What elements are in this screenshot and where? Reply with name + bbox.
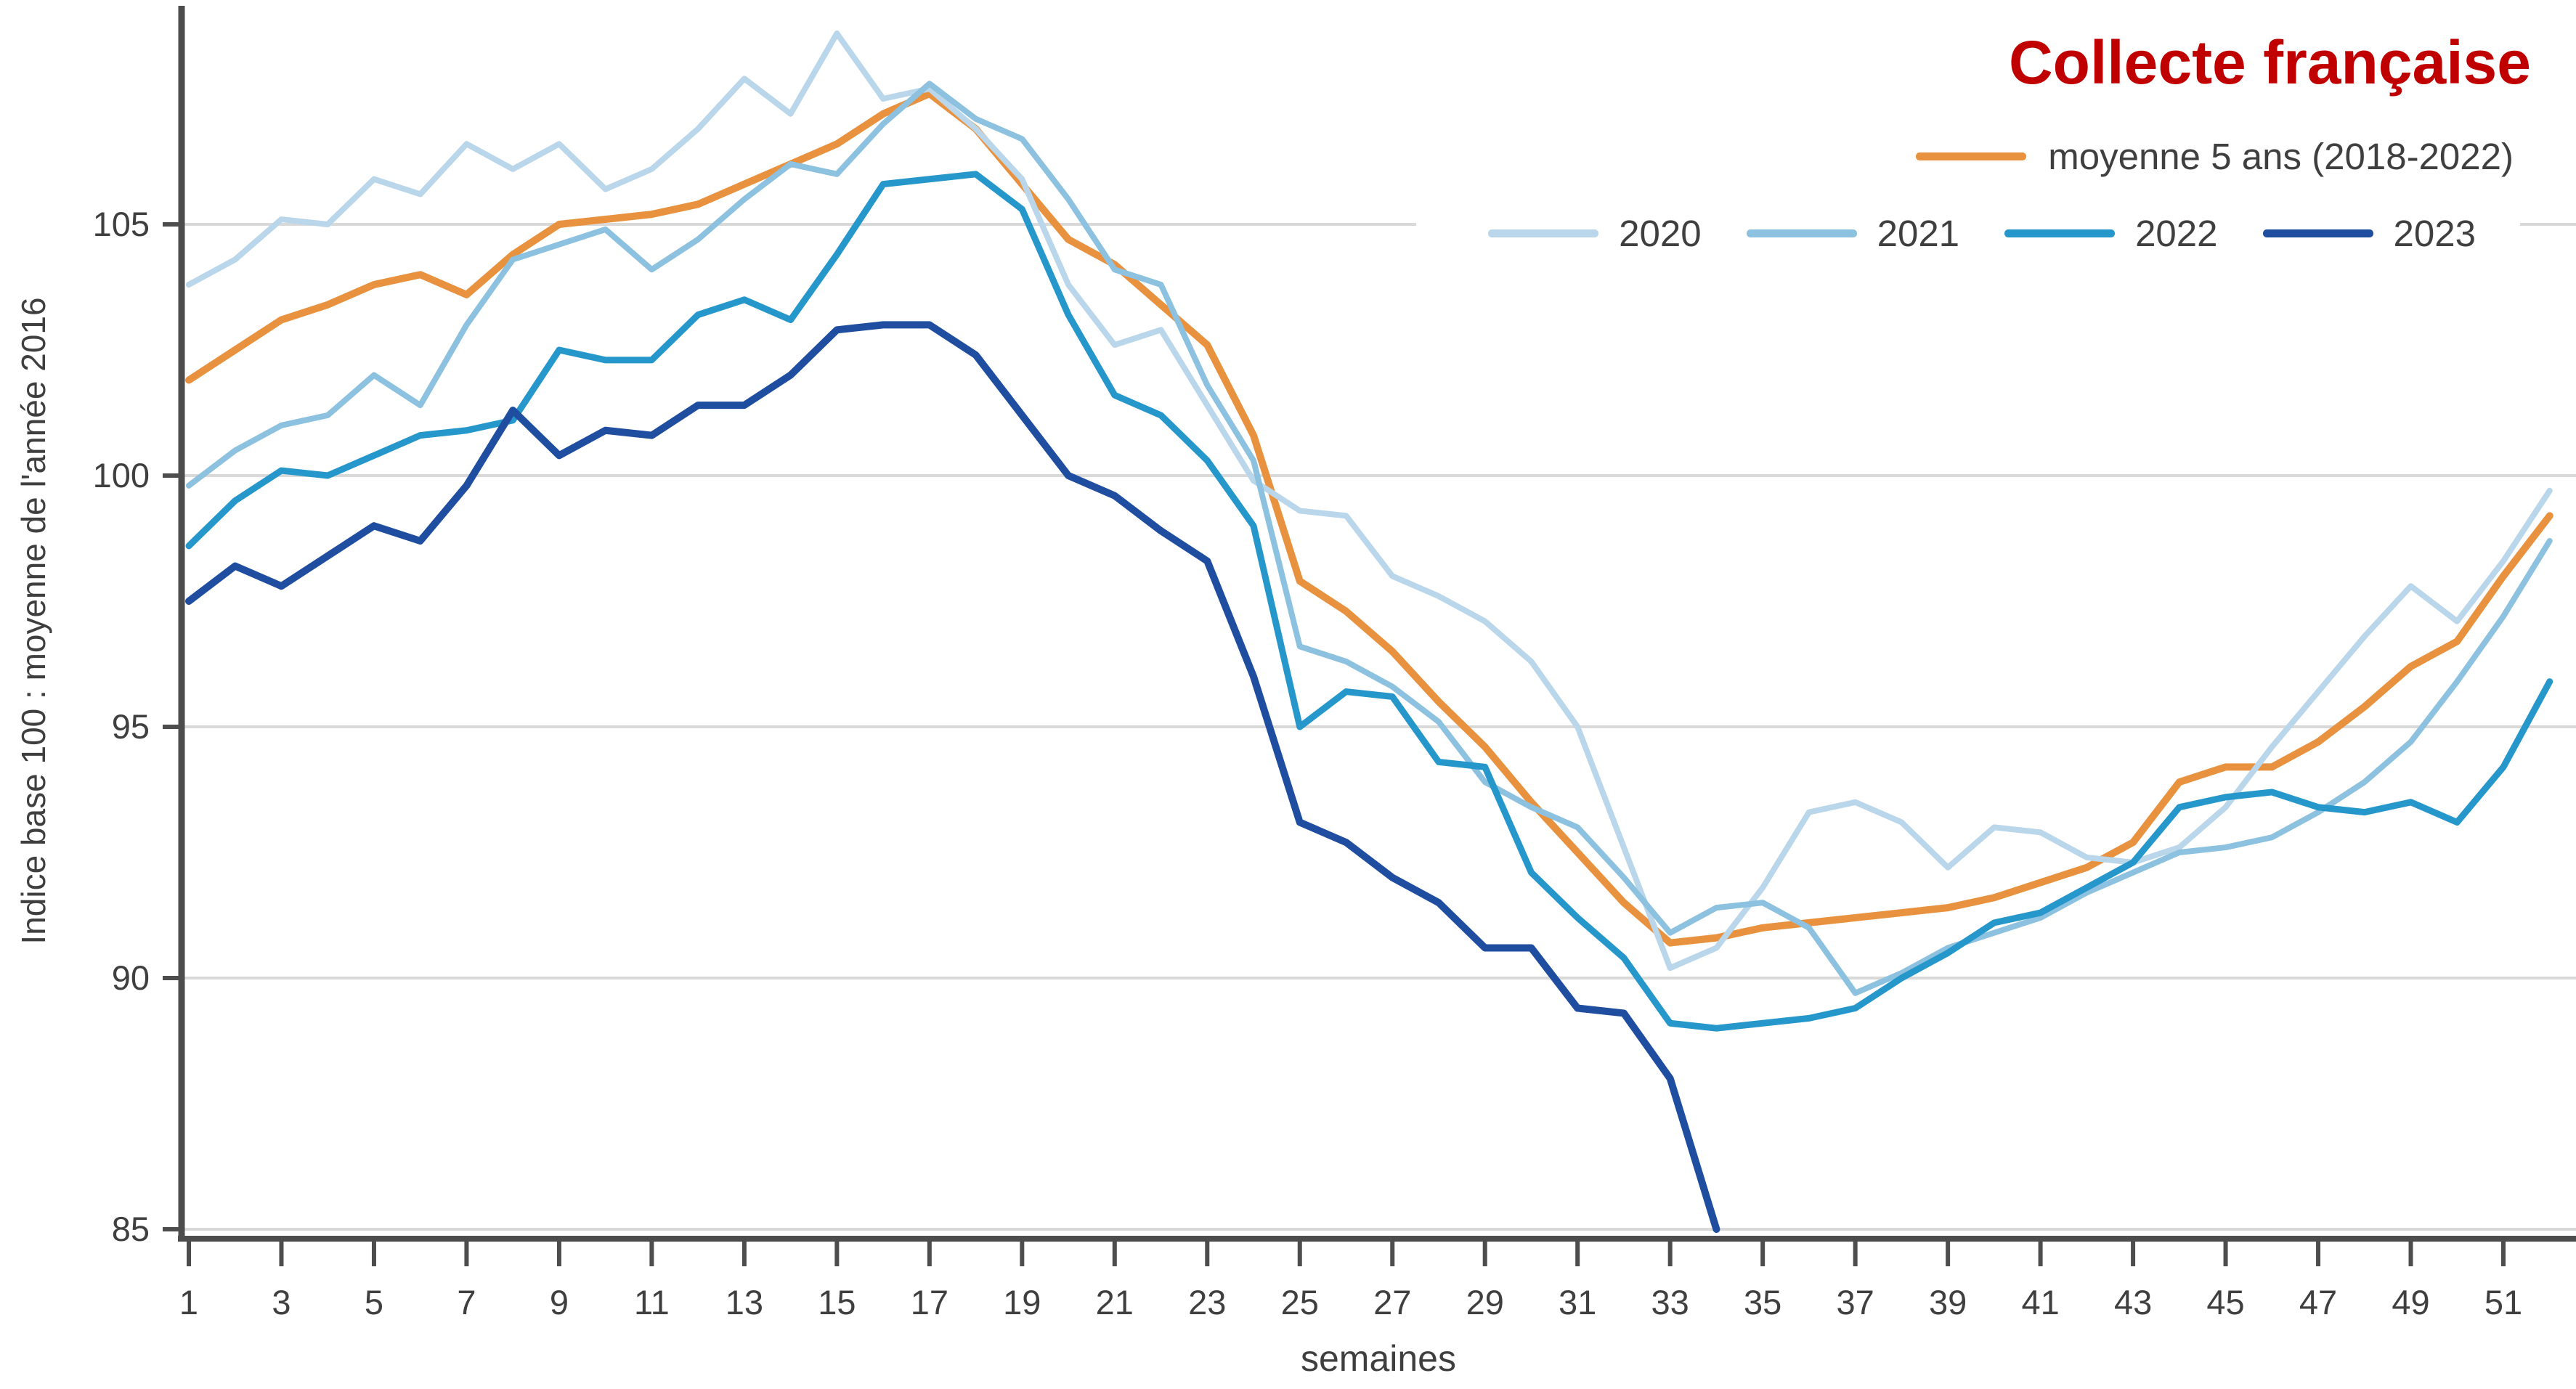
- legend-swatch-moyenne: [1916, 152, 2027, 160]
- x-tick-label-11: 11: [634, 1283, 670, 1321]
- x-tick-label-49: 49: [2392, 1283, 2429, 1321]
- series-line-2022: [185, 171, 2553, 1032]
- legend-swatch-2023: [2262, 229, 2373, 237]
- x-tick-label-15: 15: [818, 1283, 856, 1321]
- y-tick-label-95: 95: [112, 707, 150, 746]
- x-tick-label-25: 25: [1281, 1283, 1319, 1321]
- x-tick-label-5: 5: [365, 1283, 383, 1321]
- legend-swatch-2021: [1746, 229, 1857, 237]
- x-tick-label-41: 41: [2021, 1283, 2059, 1321]
- y-tick-label-85: 85: [112, 1210, 150, 1248]
- legend-item-2023: 2023: [2262, 212, 2476, 255]
- series-line-moyenne-5-ans-2018-2022-: [185, 90, 2553, 947]
- series-line-2023: [185, 321, 1720, 1233]
- legend-row-average: moyenne 5 ans (2018-2022): [1916, 135, 2514, 178]
- legend-item-2022: 2022: [2004, 212, 2218, 255]
- x-tick-label-1: 1: [179, 1283, 198, 1321]
- chart-title: Collecte française: [2008, 28, 2531, 97]
- series-line-2020: [186, 30, 2553, 972]
- x-tick-label-43: 43: [2114, 1283, 2152, 1321]
- x-tick-label-3: 3: [272, 1283, 290, 1321]
- x-tick-label-19: 19: [1003, 1283, 1041, 1321]
- x-tick-label-51: 51: [2484, 1283, 2522, 1321]
- x-tick-label-33: 33: [1651, 1283, 1689, 1321]
- x-tick-label-37: 37: [1836, 1283, 1874, 1321]
- x-tick-label-17: 17: [911, 1283, 948, 1321]
- legend-label-2020: 2020: [1619, 213, 1702, 254]
- x-axis-title: semaines: [1301, 1338, 1456, 1379]
- y-tick-label-105: 105: [93, 205, 150, 243]
- legend-item-2020: 2020: [1488, 212, 1702, 255]
- y-tick-label-90: 90: [112, 958, 150, 997]
- y-tick-label-100: 100: [93, 456, 150, 494]
- legend-swatch-2020: [1488, 229, 1599, 237]
- legend-label-2022: 2022: [2135, 213, 2218, 254]
- x-tick-label-27: 27: [1373, 1283, 1411, 1321]
- x-tick-label-21: 21: [1096, 1283, 1134, 1321]
- x-tick-label-35: 35: [1744, 1283, 1781, 1321]
- x-tick-label-9: 9: [550, 1283, 569, 1321]
- legend-label-2023: 2023: [2393, 213, 2476, 254]
- series-line-2021: [186, 81, 2553, 996]
- x-tick-label-23: 23: [1188, 1283, 1226, 1321]
- y-axis-title: Indice base 100 : moyenne de l'année 201…: [15, 297, 52, 945]
- x-tick-label-39: 39: [1929, 1283, 1967, 1321]
- x-tick-label-13: 13: [726, 1283, 763, 1321]
- legend-row-years: 2020 2021 2022 2023: [1478, 206, 2486, 261]
- x-tick-label-45: 45: [2206, 1283, 2244, 1321]
- legend-swatch-2022: [2004, 229, 2116, 237]
- x-tick-label-31: 31: [1559, 1283, 1596, 1321]
- x-tick-label-47: 47: [2299, 1283, 2337, 1321]
- legend-label-2021: 2021: [1877, 213, 1960, 254]
- legend-item-2021: 2021: [1746, 212, 1960, 255]
- x-tick-label-7: 7: [457, 1283, 476, 1321]
- legend-label-moyenne: moyenne 5 ans (2018-2022): [2048, 136, 2514, 177]
- x-tick-label-29: 29: [1466, 1283, 1504, 1321]
